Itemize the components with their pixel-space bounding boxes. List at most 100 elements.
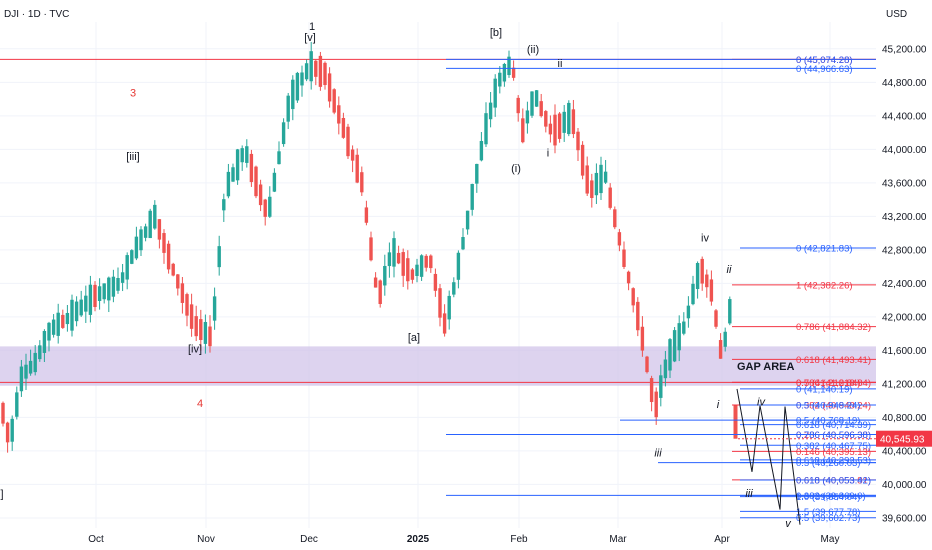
candle-body[interactable] <box>15 392 19 417</box>
candle-body[interactable] <box>544 111 548 127</box>
candle-body[interactable] <box>521 118 525 143</box>
candle-body[interactable] <box>649 378 654 403</box>
candle-body[interactable] <box>176 274 180 289</box>
candle-body[interactable] <box>102 283 106 300</box>
candle-body[interactable] <box>304 63 309 80</box>
candle-body[interactable] <box>28 360 33 374</box>
candle-body[interactable] <box>350 149 355 161</box>
candle-body[interactable] <box>613 209 617 228</box>
candle-body[interactable] <box>240 148 244 163</box>
candle-body[interactable] <box>286 95 290 122</box>
candle-body[interactable] <box>705 274 709 288</box>
candle-body[interactable] <box>134 236 139 259</box>
candle-body[interactable] <box>130 250 134 264</box>
candle-body[interactable] <box>401 252 405 276</box>
candle-body[interactable] <box>585 165 589 194</box>
candle-body[interactable] <box>534 90 539 107</box>
candle-body[interactable] <box>185 294 189 316</box>
candle-body[interactable] <box>530 91 534 116</box>
candle-body[interactable] <box>714 310 718 327</box>
candle-body[interactable] <box>447 295 451 320</box>
candle-body[interactable] <box>516 97 520 114</box>
candle-body[interactable] <box>695 262 700 290</box>
candle-body[interactable] <box>622 249 626 267</box>
candle-body[interactable] <box>383 265 387 286</box>
candle-body[interactable] <box>245 146 249 163</box>
candle-body[interactable] <box>180 283 185 303</box>
candle-body[interactable] <box>645 356 649 373</box>
candle-body[interactable] <box>562 111 566 133</box>
candle-body[interactable] <box>33 352 37 373</box>
candle-body[interactable] <box>442 313 447 334</box>
candle-body[interactable] <box>415 264 419 276</box>
candle-body[interactable] <box>576 131 580 151</box>
candle-body[interactable] <box>143 226 148 238</box>
candle-body[interactable] <box>120 272 125 283</box>
candle-body[interactable] <box>281 122 286 145</box>
candle-body[interactable] <box>217 246 221 268</box>
candle-body[interactable] <box>723 331 727 347</box>
candle-body[interactable] <box>295 72 300 101</box>
candle-body[interactable] <box>263 199 267 217</box>
candle-body[interactable] <box>668 339 672 371</box>
candle-body[interactable] <box>70 299 74 331</box>
candle-body[interactable] <box>640 326 645 351</box>
candle-body[interactable] <box>410 269 415 280</box>
candle-body[interactable] <box>590 180 594 199</box>
candle-body[interactable] <box>470 184 474 210</box>
candle-body[interactable] <box>42 330 47 353</box>
candle-body[interactable] <box>488 102 493 120</box>
candle-body[interactable] <box>171 263 175 276</box>
candle-body[interactable] <box>111 276 116 297</box>
candle-body[interactable] <box>636 301 640 331</box>
candle-body[interactable] <box>254 166 258 197</box>
candle-body[interactable] <box>567 102 571 135</box>
candle-body[interactable] <box>631 288 635 306</box>
candle-body[interactable] <box>484 113 488 145</box>
candle-body[interactable] <box>461 237 465 250</box>
candle-body[interactable] <box>364 207 369 223</box>
candle-body[interactable] <box>97 286 102 302</box>
candle-body[interactable] <box>452 282 456 295</box>
candle-body[interactable] <box>148 210 152 239</box>
candle-body[interactable] <box>603 171 608 183</box>
candle-body[interactable] <box>502 63 507 82</box>
candle-body[interactable] <box>291 79 295 110</box>
candle-body[interactable] <box>208 326 212 347</box>
candle-body[interactable] <box>116 277 120 291</box>
candle-body[interactable] <box>594 172 599 196</box>
candlesticks[interactable] <box>1 41 738 453</box>
candle-body[interactable] <box>341 117 346 138</box>
candle-body[interactable] <box>107 277 111 301</box>
candle-body[interactable] <box>369 237 373 261</box>
candle-body[interactable] <box>599 164 603 194</box>
candle-body[interactable] <box>258 184 263 206</box>
candle-body[interactable] <box>663 359 668 379</box>
candle-body[interactable] <box>539 101 543 117</box>
candle-body[interactable] <box>728 299 732 324</box>
candle-body[interactable] <box>51 319 56 335</box>
candle-body[interactable] <box>65 312 70 325</box>
candle-body[interactable] <box>157 219 162 240</box>
candle-body[interactable] <box>433 273 438 291</box>
candle-body[interactable] <box>56 312 60 336</box>
time-axis[interactable]: Oct Nov Dec 2025 Feb Mar Apr May <box>88 534 839 545</box>
candle-body[interactable] <box>226 171 231 197</box>
candle-body[interactable] <box>194 316 198 337</box>
candle-body[interactable] <box>378 280 382 305</box>
candle-body[interactable] <box>88 284 93 315</box>
candle-body[interactable] <box>498 72 502 87</box>
candle-body[interactable] <box>429 255 433 269</box>
candle-body[interactable] <box>327 73 332 102</box>
candle-body[interactable] <box>272 172 277 192</box>
candle-body[interactable] <box>733 404 738 439</box>
candle-body[interactable] <box>387 252 392 267</box>
candle-body[interactable] <box>677 323 681 351</box>
candle-body[interactable] <box>557 113 562 139</box>
candle-body[interactable] <box>84 295 88 312</box>
candle-body[interactable] <box>318 55 323 87</box>
candle-body[interactable] <box>332 89 336 113</box>
candle-body[interactable] <box>10 418 14 442</box>
candle-body[interactable] <box>222 199 226 211</box>
